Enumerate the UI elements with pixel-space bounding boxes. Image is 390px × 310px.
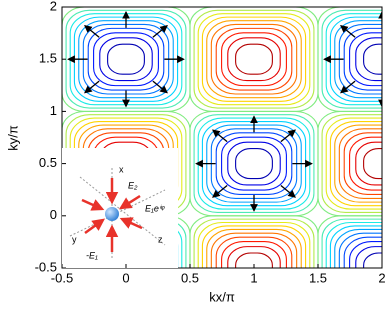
contour-line xyxy=(317,7,382,112)
contour-line xyxy=(197,221,311,268)
contour-line xyxy=(221,32,287,87)
field-arrow xyxy=(84,80,100,94)
contour-line xyxy=(210,23,298,95)
contour-line xyxy=(325,221,382,268)
contour-line xyxy=(201,225,307,268)
contour-line xyxy=(215,236,293,268)
contour-line xyxy=(193,9,315,109)
y-tick-label: 1.5 xyxy=(39,51,57,66)
contour-line xyxy=(201,16,307,102)
contour-line xyxy=(99,37,153,82)
y-tick-label: -0.5 xyxy=(35,259,57,274)
field-arrow xyxy=(340,80,356,94)
contour-line xyxy=(206,228,302,268)
inset: x E₂ E₁eⁱᵠ z y -E₁ xyxy=(62,148,178,268)
field-arrow xyxy=(212,185,228,198)
field-arrow xyxy=(212,129,228,143)
contour-line xyxy=(215,132,293,195)
contour-line xyxy=(227,246,281,268)
y-tick-label: 0 xyxy=(50,207,57,222)
field-arrow xyxy=(152,80,168,94)
field-arrow xyxy=(84,24,100,38)
contour-line xyxy=(235,148,273,180)
atom xyxy=(105,207,119,221)
field-arrow xyxy=(340,24,356,38)
inset-arrows xyxy=(81,178,143,252)
field-arrow xyxy=(280,185,296,198)
x-tick-label: -0.5 xyxy=(51,270,73,285)
contour-line xyxy=(93,32,159,87)
x-tick-label: 2 xyxy=(378,270,385,285)
contour-line xyxy=(87,27,165,91)
inset-label: -E₁ xyxy=(86,250,98,260)
contour-line xyxy=(343,132,382,195)
x-tick-label: 1 xyxy=(250,270,257,285)
contour-line xyxy=(107,43,145,75)
x-tick-label: 0.5 xyxy=(181,270,199,285)
contour-line xyxy=(65,9,187,109)
contour-line xyxy=(329,120,382,207)
inset-label: x xyxy=(119,164,124,174)
contour-line xyxy=(363,43,382,75)
field-arrow xyxy=(152,24,168,38)
contour-line xyxy=(227,37,281,82)
contour-line xyxy=(363,148,382,180)
y-axis-label: ky/π xyxy=(5,125,20,151)
x-tick-label: 1.5 xyxy=(309,270,327,285)
inset-label: z xyxy=(158,234,163,244)
contour-line xyxy=(235,43,273,75)
contour-line xyxy=(355,37,382,82)
field-arrow xyxy=(119,217,143,230)
contour-line xyxy=(221,136,287,191)
contour-line xyxy=(193,218,315,268)
contour-line xyxy=(317,110,382,217)
inset-label: y xyxy=(72,234,77,244)
x-axis-label: kx/π xyxy=(209,289,235,304)
contour-line xyxy=(193,114,315,214)
inset-label: E₁eⁱᵠ xyxy=(145,203,165,213)
field-arrow xyxy=(118,194,141,210)
y-tick-label: 0.5 xyxy=(39,155,57,170)
contour-line xyxy=(215,27,293,91)
plot-frame xyxy=(61,6,383,269)
contour-line xyxy=(197,13,311,106)
contour-line xyxy=(227,141,281,186)
contour-line xyxy=(338,128,382,199)
field-arrow xyxy=(84,218,106,235)
field-arrow xyxy=(280,129,296,143)
contour-line xyxy=(343,27,382,91)
field-arrow xyxy=(81,198,105,211)
inset-label: E₂ xyxy=(128,180,138,190)
x-tick-label: 0 xyxy=(122,270,129,285)
y-tick-label: 2 xyxy=(50,0,57,13)
y-tick-label: 1 xyxy=(50,103,57,118)
contour-line xyxy=(206,20,302,99)
contour-line xyxy=(325,117,382,210)
contour-line xyxy=(355,141,382,186)
